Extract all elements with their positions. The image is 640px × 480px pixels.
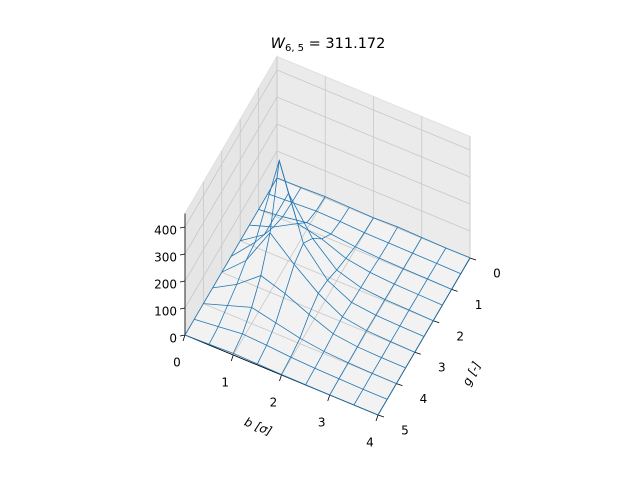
wire-column bbox=[281, 217, 374, 375]
x-tick-label: 4 bbox=[366, 436, 374, 450]
y-tick-label: 4 bbox=[420, 392, 428, 406]
wire-column bbox=[305, 226, 398, 385]
tick-mark bbox=[451, 289, 458, 292]
grid-line bbox=[203, 303, 397, 384]
tick-mark bbox=[179, 280, 186, 283]
grid-line bbox=[184, 69, 278, 228]
grid-line bbox=[281, 217, 374, 376]
wire-column bbox=[184, 177, 278, 336]
wire-column bbox=[257, 206, 350, 365]
tick-mark bbox=[179, 307, 186, 310]
grid-line bbox=[221, 271, 415, 353]
grid-line bbox=[276, 123, 471, 205]
y-tick-label: 5 bbox=[401, 424, 409, 438]
tick-mark bbox=[433, 320, 440, 324]
z-tick-label: 100 bbox=[154, 305, 177, 319]
title-rest: = 311.172 bbox=[304, 36, 385, 52]
chart-title: W6, 5 = 311.172 bbox=[271, 36, 386, 54]
y-tick-label: 0 bbox=[493, 267, 501, 281]
wire-column bbox=[353, 247, 447, 406]
tick-mark bbox=[179, 334, 186, 337]
wire-column bbox=[329, 237, 423, 396]
grid-line bbox=[184, 96, 278, 255]
grid-line bbox=[276, 150, 471, 232]
x-tick-label: 3 bbox=[318, 416, 326, 430]
title-symbol: W bbox=[271, 36, 286, 52]
tick-mark bbox=[179, 253, 186, 256]
tick-mark bbox=[396, 383, 403, 386]
z-tick-label: 200 bbox=[154, 278, 177, 292]
grid-line bbox=[276, 96, 471, 178]
title-subscript: 6, 5 bbox=[285, 43, 304, 54]
grid-line bbox=[258, 209, 452, 290]
tick-mark bbox=[179, 226, 186, 229]
tick-mark bbox=[279, 374, 282, 382]
grid-line bbox=[276, 69, 471, 151]
wire-column bbox=[377, 257, 471, 416]
y-tick-label: 3 bbox=[438, 361, 446, 375]
grid-line bbox=[184, 150, 278, 309]
x-tick-label: 2 bbox=[270, 396, 278, 410]
z-tick-label: 400 bbox=[154, 224, 177, 238]
z-tick-label: 300 bbox=[154, 251, 177, 265]
wire-column bbox=[208, 187, 302, 345]
x-axis-label: b [σ] bbox=[242, 415, 274, 439]
x-tick-label: 1 bbox=[221, 376, 229, 390]
wire-column bbox=[232, 160, 326, 354]
grid-line bbox=[184, 123, 278, 282]
tick-mark bbox=[375, 414, 379, 422]
tick-mark bbox=[377, 414, 385, 418]
grid-line bbox=[240, 240, 434, 322]
y-tick-label: 1 bbox=[475, 298, 483, 312]
z-tick-label: 0 bbox=[169, 332, 177, 346]
tick-mark bbox=[230, 354, 234, 362]
x-tick-label: 0 bbox=[173, 356, 181, 370]
tick-mark bbox=[327, 394, 331, 402]
tick-mark bbox=[414, 351, 421, 355]
tick-mark bbox=[182, 334, 186, 342]
y-tick-label: 2 bbox=[456, 329, 464, 343]
y-axis-label: g [-] bbox=[459, 359, 483, 388]
tick-mark bbox=[469, 257, 477, 261]
